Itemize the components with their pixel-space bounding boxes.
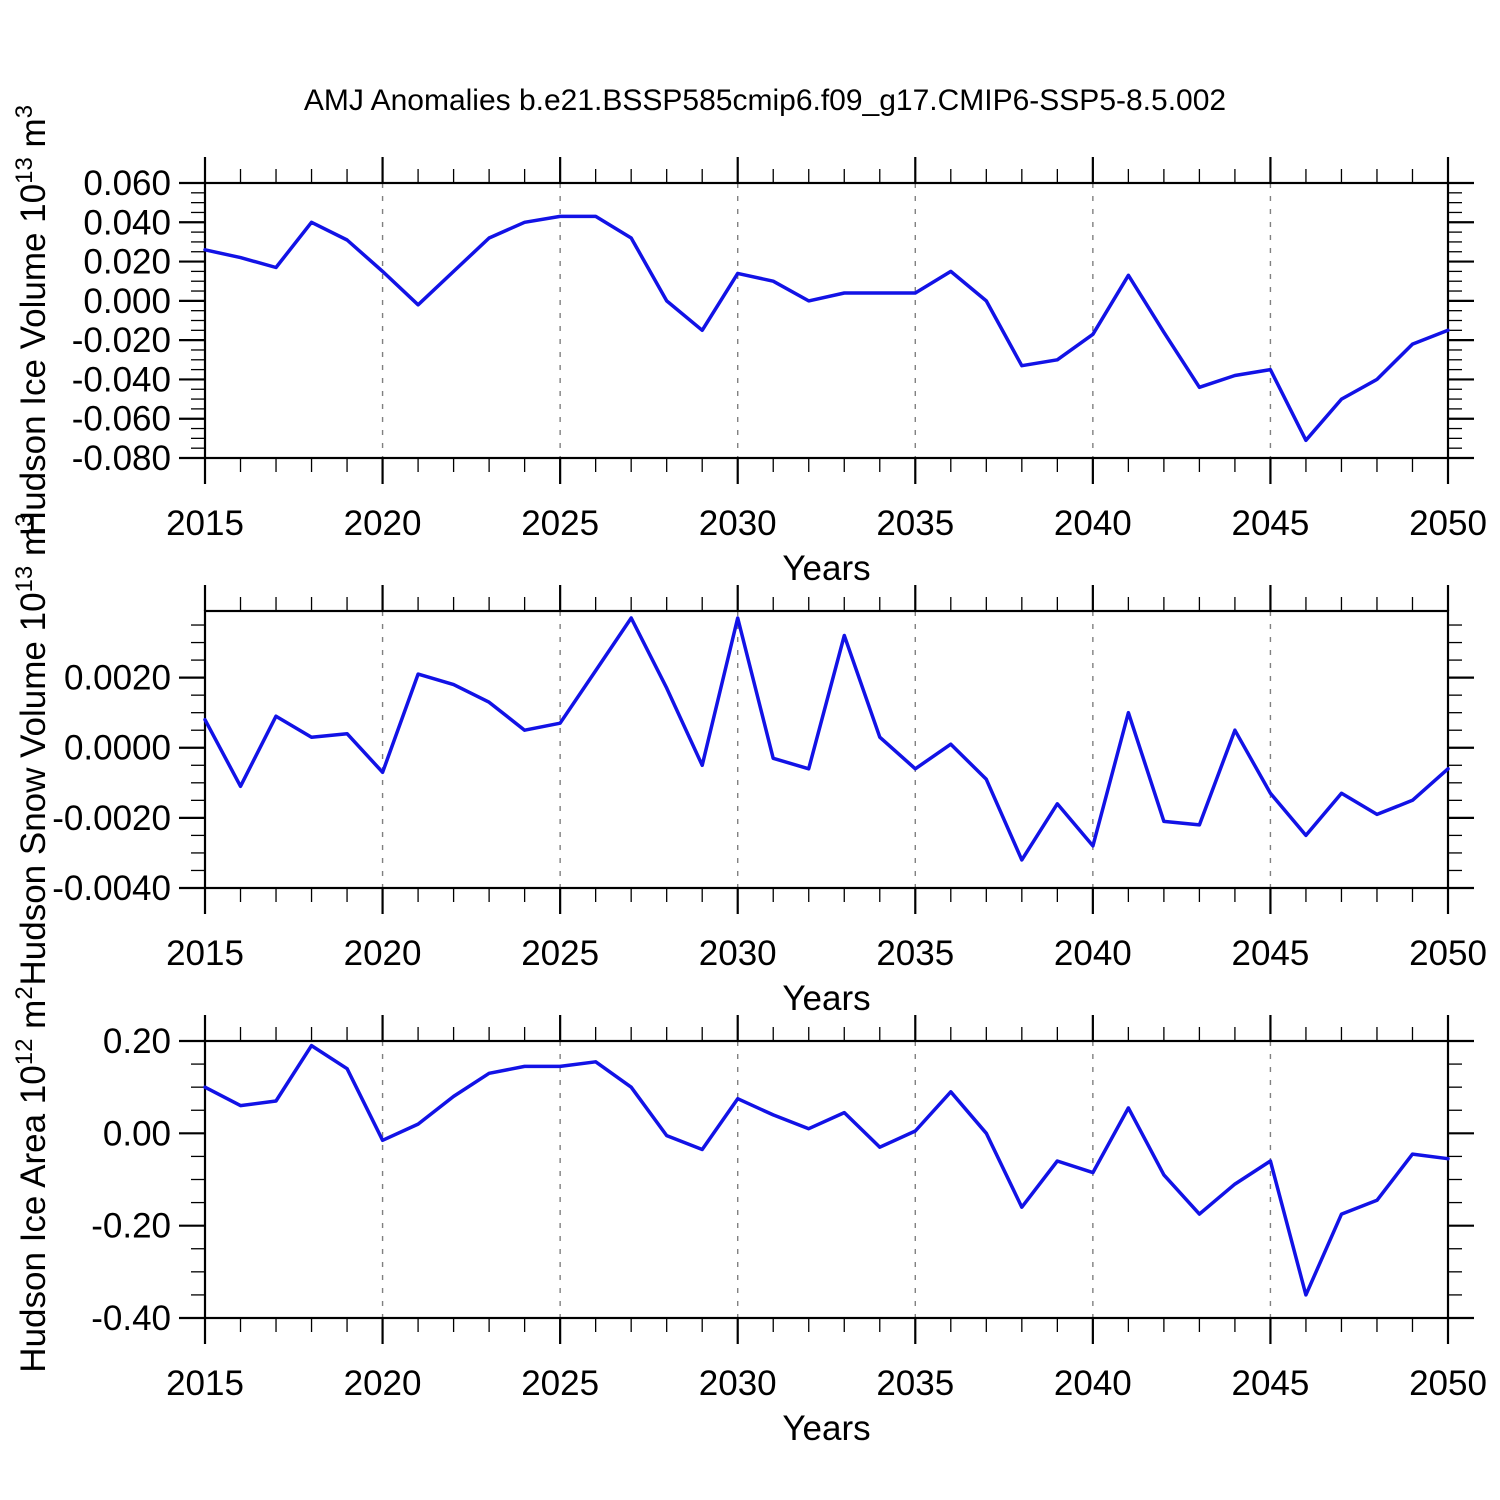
plot-frame: [203, 181, 1450, 460]
y-tick-label: -0.020: [72, 321, 171, 360]
figure-title: AMJ Anomalies b.e21.BSSP585cmip6.f09_g17…: [304, 84, 1226, 117]
x-tick-label: 2020: [344, 934, 422, 973]
x-tick-label: 2015: [166, 934, 244, 973]
x-tick-label: 2015: [166, 1364, 244, 1403]
y-axis-title: Hudson Ice Volume 1013 m3: [11, 105, 53, 536]
x-tick-label: 2025: [521, 504, 599, 543]
data-line-ice-area: [203, 1043, 1450, 1297]
y-tick-label: 0.060: [83, 164, 171, 203]
panel-ice-volume: 0.0600.0400.0200.000-0.020-0.040-0.060-0…: [11, 105, 1487, 588]
x-axis-title: Years: [782, 979, 870, 1018]
x-tick-label: 2040: [1054, 1364, 1132, 1403]
x-tick-label: 2050: [1409, 504, 1487, 543]
y-axis-title: Hudson Snow Volume 1013 m3: [11, 514, 53, 986]
y-tick-label: 0.00: [103, 1114, 171, 1153]
y-tick-label: -0.040: [72, 360, 171, 399]
y-tick-label: 0.0000: [64, 729, 171, 768]
x-tick-label: 2045: [1231, 504, 1309, 543]
plot-frame: [203, 1039, 1450, 1320]
y-tick-label: 0.020: [83, 243, 171, 282]
y-tick-label: -0.20: [91, 1207, 171, 1246]
x-tick-label: 2020: [344, 504, 422, 543]
y-tick-label: -0.0020: [52, 799, 171, 838]
x-tick-label: 2035: [876, 504, 954, 543]
panel-ice-area: 0.20 0.00 -0.20 -0.40 2015 2020 2025 2030 2035 20…: [11, 986, 1487, 1448]
x-tick-label: 2035: [876, 934, 954, 973]
x-tick-label: 2040: [1054, 504, 1132, 543]
y-tick-label: -0.40: [91, 1299, 171, 1338]
y-tick-label: 0.20: [103, 1022, 171, 1061]
data-line-ice-volume: [203, 214, 1450, 443]
x-tick-label: 2025: [521, 934, 599, 973]
x-axis-title: Years: [782, 1409, 870, 1448]
x-tick-label: 2040: [1054, 934, 1132, 973]
y-axis-title: Hudson Ice Area 1012 m2: [11, 986, 53, 1372]
y-tick-label: -0.080: [72, 439, 171, 478]
x-tick-label: 2050: [1409, 934, 1487, 973]
data-line-snow-volume: [203, 616, 1450, 862]
x-tick-label: 2030: [699, 504, 777, 543]
x-tick-label: 2035: [876, 1364, 954, 1403]
y-tick-label: 0.0020: [64, 659, 171, 698]
x-tick-label: 2050: [1409, 1364, 1487, 1403]
x-tick-label: 2015: [166, 504, 244, 543]
y-tick-label: 0.040: [83, 203, 171, 242]
x-axis-title: Years: [782, 549, 870, 588]
y-tick-label: -0.060: [72, 400, 171, 439]
y-tick-label: -0.0040: [52, 869, 171, 908]
x-tick-label: 2025: [521, 1364, 599, 1403]
x-tick-label: 2020: [344, 1364, 422, 1403]
panel-snow-volume: 0.0020 0.0000 -0.0020 -0.0040 2015 2020 2025 20…: [11, 514, 1487, 1019]
x-tick-label: 2045: [1231, 1364, 1309, 1403]
y-tick-label: 0.000: [83, 282, 171, 321]
x-tick-label: 2030: [699, 1364, 777, 1403]
plot-frame: [203, 609, 1450, 890]
x-tick-label: 2045: [1231, 934, 1309, 973]
x-tick-label: 2030: [699, 934, 777, 973]
